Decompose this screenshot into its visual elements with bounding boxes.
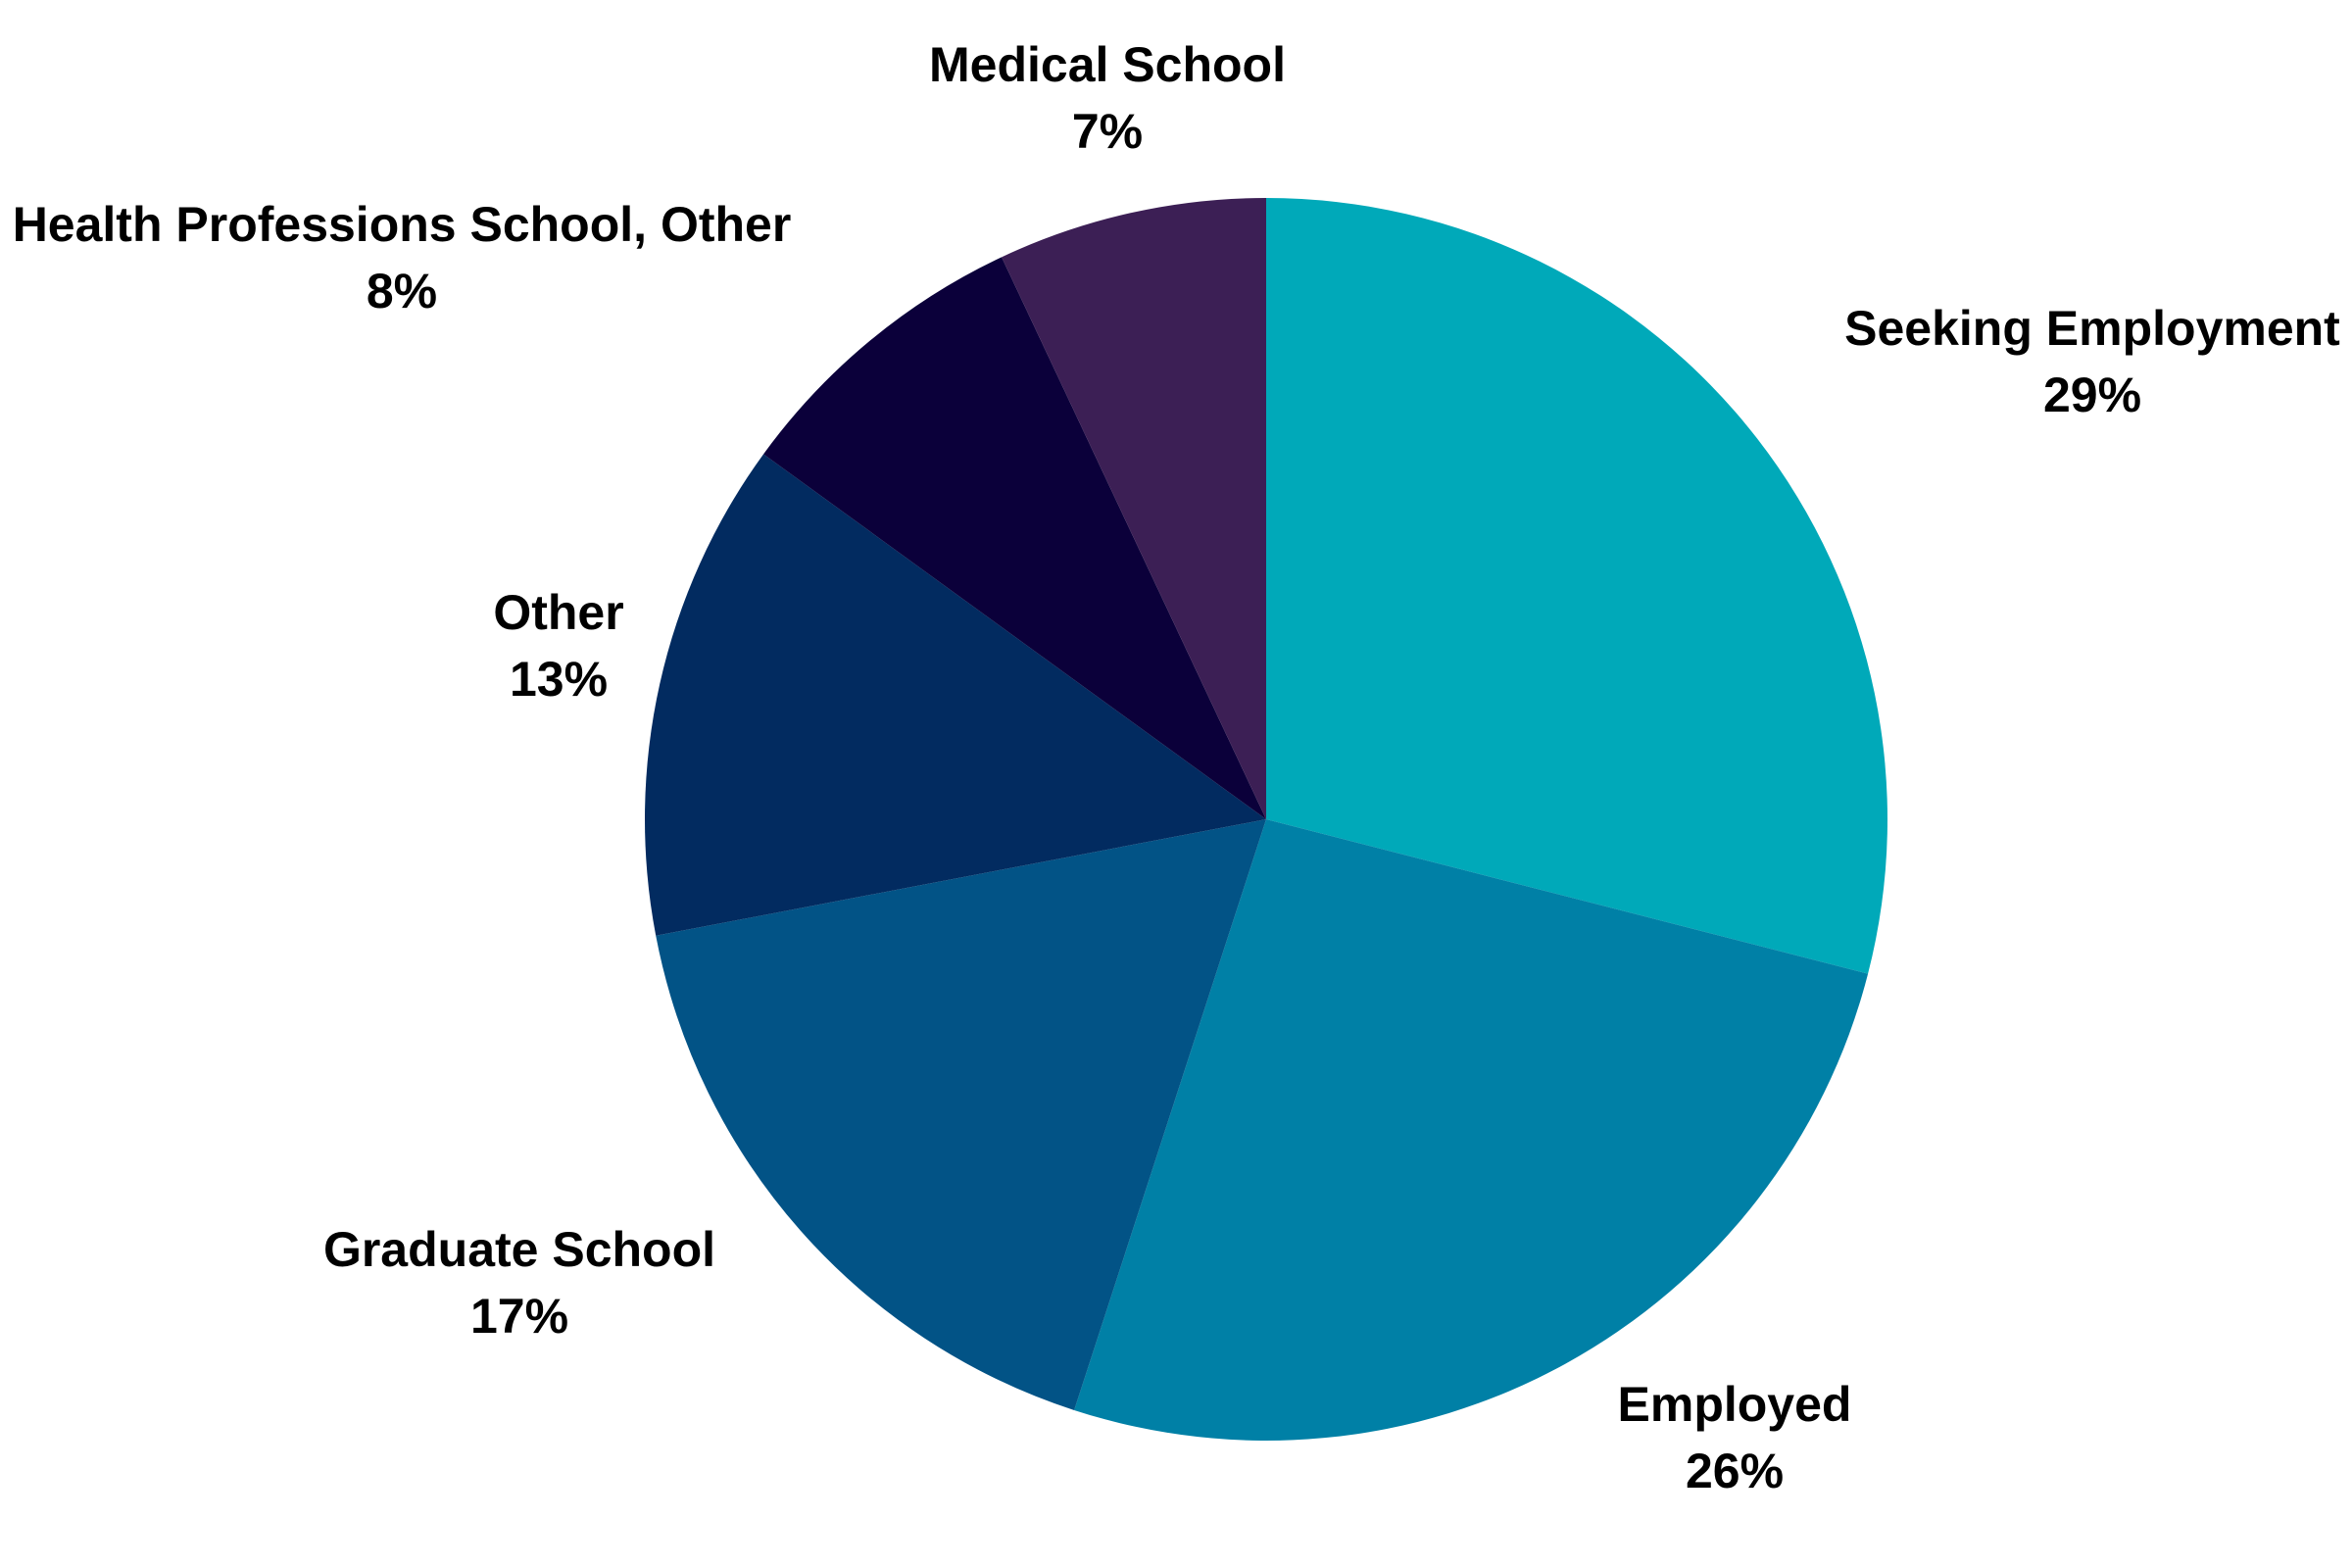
pie-slice-medical-school [1002,198,1266,819]
pie-slice-other [644,454,1266,936]
slice-label-health-professions-school-other: Health Professions School, Other [13,197,792,252]
pie-labels: Seeking Employment 29% Employed 26% Graduate… [13,37,2340,1498]
slice-label-medical-school: Medical School [929,37,1286,92]
slice-label-employed: Employed [1618,1377,1852,1432]
slice-value-health-professions-school-other: 8% [367,264,437,318]
pie-slice-seeking-employment [1266,198,1887,974]
pie-slice-employed [1074,819,1869,1442]
pie-slice-health-professions-school-other [763,257,1266,820]
slice-value-graduate-school: 17% [470,1289,568,1344]
slice-value-medical-school: 7% [1072,104,1143,159]
slice-label-other: Other [493,585,623,640]
slice-label-seeking-employment: Seeking Employment [1844,301,2340,356]
pie-slice-graduate-school [656,819,1266,1410]
pie-slices [644,198,1887,1442]
slice-label-graduate-school: Graduate School [323,1222,715,1277]
slice-value-employed: 26% [1686,1444,1784,1498]
slice-value-seeking-employment: 29% [2043,368,2141,422]
slice-value-other: 13% [510,652,608,707]
